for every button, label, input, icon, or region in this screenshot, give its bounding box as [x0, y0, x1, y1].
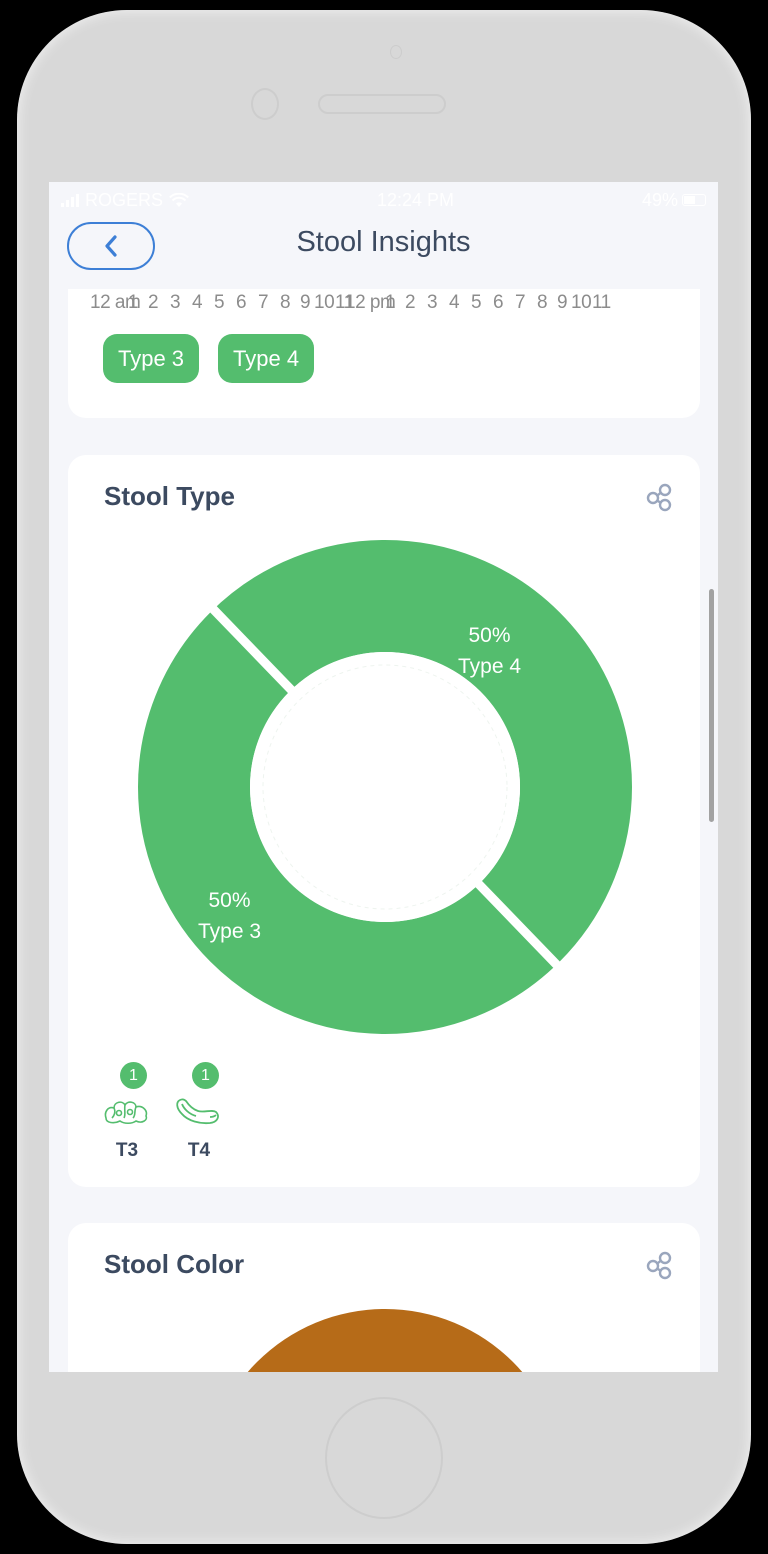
signal-icon — [61, 193, 79, 207]
stool-color-pie-chart — [204, 1309, 566, 1372]
hour-tick: 10 — [571, 292, 592, 313]
clock: 12:24 PM — [376, 189, 455, 210]
hour-tick: 7 — [515, 292, 526, 313]
share-button[interactable] — [644, 1249, 676, 1281]
card-title: Stool Color — [104, 1249, 245, 1279]
hour-tick: 5 — [214, 292, 225, 313]
stool-type-3-icon — [104, 1101, 148, 1125]
share-button[interactable] — [644, 481, 676, 513]
nav-bar: Stool Insights — [49, 218, 718, 290]
card-title: Stool Type — [104, 481, 235, 511]
proximity-sensor — [390, 45, 402, 59]
slice-name: Type 3 — [198, 920, 262, 943]
legend-item-t4[interactable]: 1 T4 — [174, 1060, 224, 1161]
front-camera — [251, 88, 279, 120]
hour-tick: 3 — [427, 292, 438, 313]
legend-item-t3[interactable]: 1 T3 — [102, 1060, 152, 1161]
share-icon — [646, 1251, 672, 1280]
stool-type-legend: 1 T3 1 — [102, 1060, 224, 1161]
legend-label: T4 — [187, 1140, 211, 1161]
hour-tick: 2 — [405, 292, 416, 313]
hour-tick: 11 — [335, 292, 354, 313]
donut-ring — [138, 540, 632, 1034]
hour-tick: 10 — [314, 292, 335, 313]
stool-type-card: Stool Type 50% Type 4 — [68, 455, 700, 1187]
scrollbar[interactable] — [709, 589, 714, 822]
wifi-icon — [169, 192, 189, 207]
battery-icon — [682, 194, 706, 206]
hour-tick: 8 — [537, 292, 548, 313]
chevron-left-icon — [105, 235, 117, 257]
count-badge: 1 — [120, 1062, 147, 1089]
earpiece-speaker — [318, 94, 446, 114]
slice-percent: 50% — [208, 889, 251, 912]
donut-inner-guide — [262, 664, 508, 910]
type-chips: Type 3 Type 4 — [103, 334, 315, 383]
slice-label-type-3: 50% Type 3 — [198, 885, 261, 947]
chip-type-4[interactable]: Type 4 — [218, 334, 315, 383]
carrier-name: ROGERS — [85, 189, 164, 210]
slice-percent: 50% — [468, 624, 511, 647]
chip-type-3[interactable]: Type 3 — [103, 334, 200, 383]
slice-label-type-4: 50% Type 4 — [458, 620, 521, 682]
hour-tick: 1 — [128, 292, 139, 313]
hour-tick: 4 — [192, 292, 203, 313]
app-screen: ROGERS 12:24 PM 49% Stool Insights 12 am… — [49, 182, 718, 1372]
hour-tick: 6 — [236, 292, 247, 313]
hour-tick: 3 — [170, 292, 181, 313]
donut-hole — [250, 652, 520, 922]
stool-type-4-icon — [176, 1098, 219, 1125]
share-icon — [646, 483, 672, 512]
stool-color-card: Stool Color — [68, 1223, 700, 1372]
hour-tick: 4 — [449, 292, 460, 313]
status-bar: ROGERS 12:24 PM 49% — [49, 182, 718, 218]
battery-percent: 49% — [641, 189, 678, 210]
hour-tick: 2 — [148, 292, 159, 313]
stool-type-donut-chart: 50% Type 4 50% Type 3 — [138, 540, 632, 1034]
hour-tick: 7 — [258, 292, 269, 313]
hour-tick: 12 am — [90, 292, 141, 313]
time-of-day-card: 12 am 1 2 3 4 5 6 7 8 9 10 11 12 pm 1 2 … — [68, 289, 700, 418]
count-badge: 1 — [192, 1062, 219, 1089]
back-button[interactable] — [67, 222, 155, 270]
hour-tick: 1 — [385, 292, 396, 313]
page-title: Stool Insights — [296, 226, 471, 258]
hour-tick: 8 — [280, 292, 291, 313]
hour-tick: 12 pm — [345, 292, 396, 313]
hour-axis: 12 am 1 2 3 4 5 6 7 8 9 10 11 12 pm 1 2 … — [90, 292, 680, 314]
hour-tick: 9 — [300, 292, 311, 313]
hour-tick: 9 — [557, 292, 568, 313]
hour-tick: 6 — [493, 292, 504, 313]
legend-label: T3 — [115, 1140, 139, 1161]
home-button[interactable] — [325, 1397, 443, 1519]
slice-name: Type 4 — [458, 655, 522, 678]
hour-tick: 11 — [592, 292, 611, 313]
hour-tick: 5 — [471, 292, 482, 313]
